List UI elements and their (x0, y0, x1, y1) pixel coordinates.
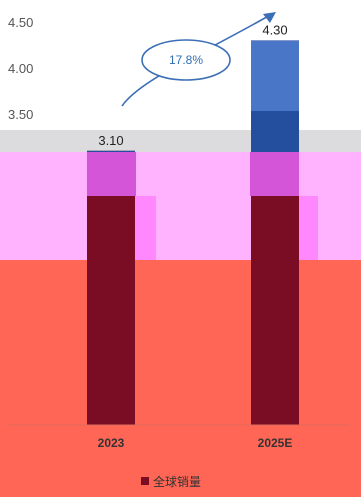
y-tick-label: 3.50 (8, 107, 33, 122)
bar-mid-segment-2025E (251, 111, 299, 152)
x-axis-categories: 2023 2025E (98, 436, 293, 450)
bar-band-segment-2023 (87, 152, 135, 196)
bars (87, 40, 299, 426)
bar-base-segment-2025E (251, 260, 299, 425)
legend-label: 全球销量 (153, 474, 201, 489)
bar-band-segment-2025E (251, 152, 299, 196)
x-category-label: 2025E (258, 436, 293, 450)
y-axis-ticks: 4.50 4.00 3.50 (8, 15, 33, 122)
cagr-label: 17.8% (169, 53, 203, 67)
legend: 全球销量 (141, 474, 201, 489)
y-tick-label: 4.00 (8, 61, 33, 76)
cagr-ellipse (141, 39, 231, 81)
band-red (0, 260, 361, 497)
legend-swatch (141, 477, 149, 485)
band-gray (0, 130, 361, 152)
arrowhead-icon (263, 12, 276, 23)
cagr-annotation: 17.8% (121, 12, 276, 107)
data-labels: 3.10 4.30 (98, 22, 287, 147)
bar-base-segment-2023 (87, 282, 135, 425)
y-tick-label: 4.50 (8, 15, 33, 30)
data-label-2023: 3.10 (98, 133, 123, 148)
x-category-label: 2023 (98, 436, 125, 450)
background-bands (0, 130, 361, 497)
data-label-2025E: 4.30 (262, 22, 287, 37)
bar-top-segment-2025E (251, 40, 299, 111)
